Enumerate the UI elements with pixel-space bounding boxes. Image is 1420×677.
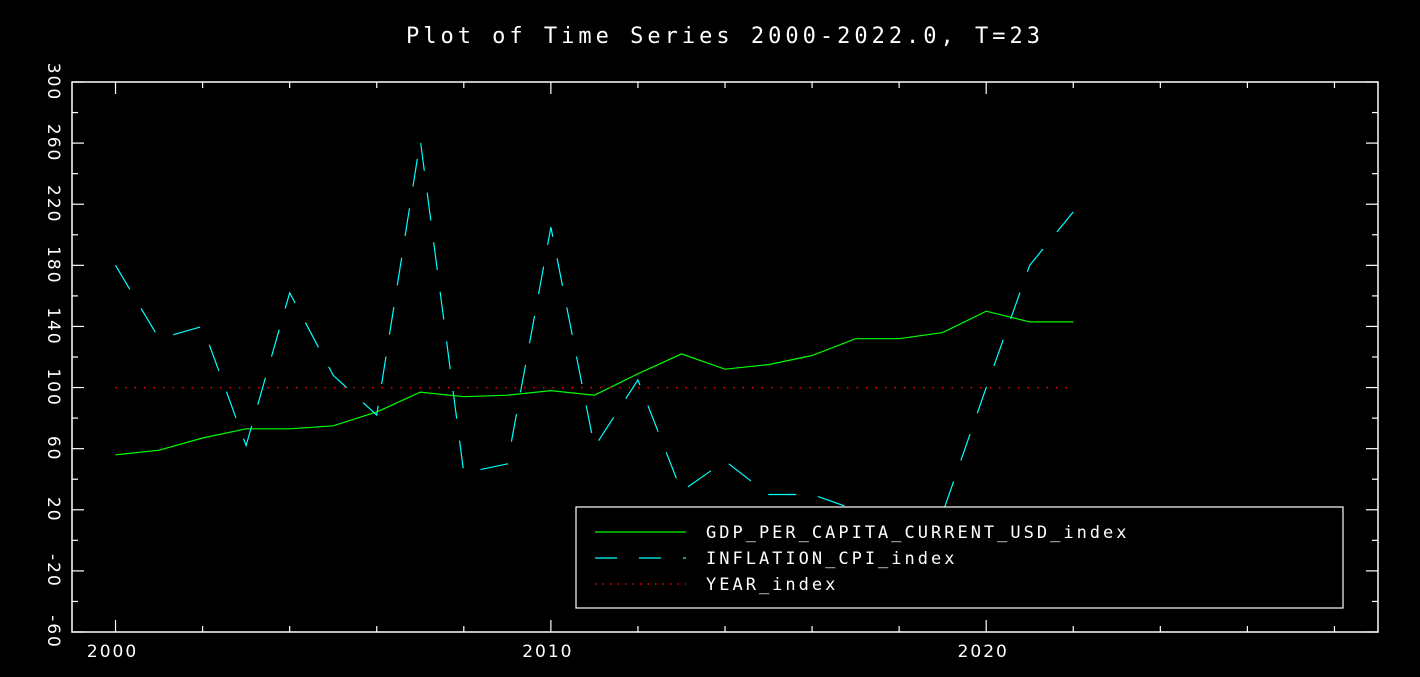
legend-label-year: YEAR_index: [706, 575, 838, 595]
y-tick-label: 300: [43, 63, 63, 101]
x-tick-label: 2010: [522, 642, 573, 662]
series-layer: [114, 140, 1074, 542]
y-tick-label: 180: [43, 246, 63, 284]
y-tick-label: 220: [43, 185, 63, 223]
x-tick-label: 2000: [87, 642, 138, 662]
series-line-gdp: [115, 310, 1074, 456]
legend-label-inflation: INFLATION_CPI_index: [706, 549, 957, 569]
axis-ticks: -60 -20 20 60 100 140 180 220 260 300 2000 2010 2020: [43, 63, 1378, 662]
series-line-inflation: [114, 140, 1074, 542]
legend: GDP_PER_CAPITA_CURRENT_USD_index INFLATI…: [575, 506, 1344, 609]
y-tick-label: -20: [43, 554, 63, 588]
x-tick-label: 2020: [958, 642, 1009, 662]
y-tick-label: 260: [43, 124, 63, 162]
y-tick-label: 100: [43, 368, 63, 406]
y-tick-label: 140: [43, 307, 63, 345]
y-tick-label: 60: [43, 436, 63, 462]
legend-box: [575, 506, 1344, 609]
y-tick-label: 20: [43, 497, 63, 523]
y-tick-label: -60: [43, 615, 63, 649]
chart-title: Plot of Time Series 2000-2022.0, T=23: [406, 24, 1044, 49]
legend-label-gdp: GDP_PER_CAPITA_CURRENT_USD_index: [706, 523, 1130, 543]
